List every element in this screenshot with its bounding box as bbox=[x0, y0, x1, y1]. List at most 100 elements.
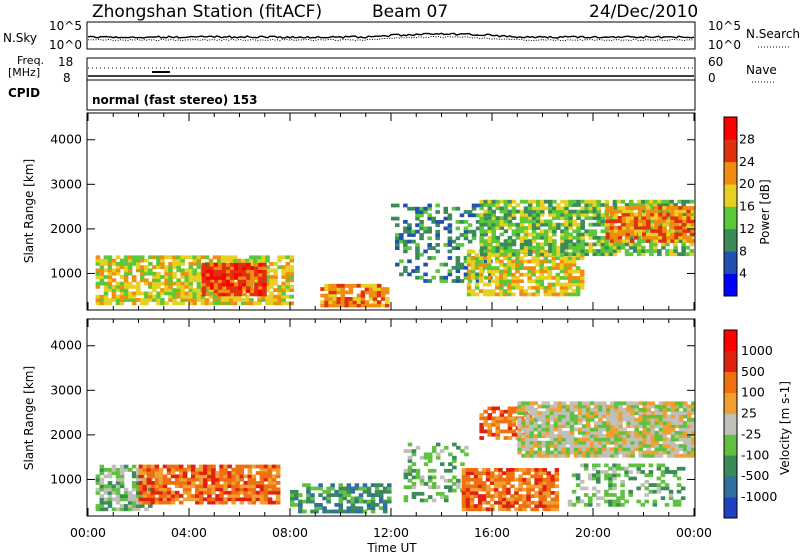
heatmap-cell bbox=[223, 487, 228, 492]
heatmap-cell bbox=[559, 292, 565, 297]
heatmap-cell bbox=[527, 279, 532, 284]
heatmap-cell bbox=[560, 222, 565, 227]
heatmap-cell bbox=[580, 219, 585, 224]
heatmap-cell bbox=[162, 484, 168, 489]
heatmap-cell bbox=[131, 275, 137, 279]
heatmap-cell bbox=[470, 292, 476, 297]
heatmap-cell bbox=[99, 281, 105, 286]
heatmap-cell bbox=[517, 401, 522, 406]
heatmap-cell bbox=[459, 279, 465, 283]
heatmap-cell bbox=[495, 436, 501, 440]
heatmap-cell bbox=[119, 474, 125, 479]
heatmap-cell bbox=[546, 471, 552, 476]
heatmap-cell bbox=[646, 219, 651, 224]
heatmap-cell bbox=[596, 473, 601, 478]
heatmap-cell bbox=[103, 474, 109, 479]
heatmap-cell bbox=[581, 401, 587, 406]
heatmap-cell bbox=[646, 404, 652, 409]
heatmap-cell bbox=[154, 490, 160, 495]
heatmap-cell bbox=[455, 269, 461, 273]
heatmap-cell bbox=[415, 269, 420, 273]
heatmap-cell bbox=[217, 276, 223, 280]
heatmap-cell bbox=[674, 437, 680, 442]
heatmap-cell bbox=[610, 437, 615, 442]
heatmap-cell bbox=[691, 401, 696, 406]
heatmap-cell bbox=[231, 474, 236, 479]
heatmap-cell bbox=[156, 278, 161, 283]
heatmap-cell bbox=[490, 471, 495, 476]
heatmap-cell bbox=[559, 256, 565, 261]
heatmap-cell bbox=[646, 427, 652, 432]
heatmap-cell bbox=[554, 468, 560, 472]
heatmap-cell bbox=[495, 426, 501, 430]
heatmap-cell bbox=[541, 401, 547, 406]
heatmap-cell bbox=[522, 468, 527, 472]
heatmap-cell bbox=[364, 290, 370, 295]
heatmap-cell bbox=[380, 287, 386, 291]
heatmap-cell bbox=[636, 466, 641, 471]
heatmap-cell bbox=[174, 474, 180, 479]
heatmap-cell bbox=[473, 487, 479, 492]
heatmap-cell bbox=[435, 491, 441, 496]
heatmap-cell bbox=[411, 449, 417, 453]
heatmap-cell bbox=[572, 209, 577, 214]
noise-left-tick-low: 10^0 bbox=[49, 38, 82, 52]
heatmap-cell bbox=[340, 300, 346, 305]
heatmap-cell bbox=[354, 486, 360, 491]
heatmap-cell bbox=[553, 453, 559, 458]
heatmap-cell bbox=[213, 276, 219, 280]
heatmap-cell bbox=[123, 507, 129, 512]
heatmap-cell bbox=[564, 209, 569, 214]
heatmap-cell bbox=[610, 427, 615, 432]
heatmap-cell bbox=[435, 233, 440, 237]
heatmap-cell bbox=[590, 401, 595, 406]
heatmap-cell bbox=[652, 489, 658, 494]
heatmap-cell bbox=[407, 233, 412, 237]
heatmap-cell bbox=[419, 252, 424, 257]
heatmap-cell bbox=[551, 292, 557, 297]
heatmap-cell bbox=[605, 209, 611, 214]
heatmap-cell bbox=[115, 285, 121, 289]
heatmap-cell bbox=[119, 288, 125, 292]
heatmap-cell bbox=[111, 262, 117, 266]
heatmap-cell bbox=[168, 288, 173, 292]
heatmap-cell bbox=[514, 500, 519, 505]
heatmap-cell bbox=[215, 471, 220, 475]
heatmap-cell bbox=[479, 229, 484, 234]
heatmap-cell bbox=[111, 258, 117, 263]
heatmap-cell bbox=[606, 447, 611, 452]
heatmap-cell bbox=[624, 252, 630, 257]
heatmap-cell bbox=[539, 269, 545, 274]
heatmap-cell bbox=[612, 499, 617, 504]
heatmap-cell bbox=[168, 268, 173, 273]
heatmap-cell bbox=[669, 249, 674, 253]
heatmap-cell bbox=[254, 292, 259, 297]
heatmap-cell bbox=[518, 477, 523, 482]
heatmap-cell bbox=[517, 407, 522, 412]
heatmap-cell bbox=[630, 411, 635, 415]
heatmap-cell bbox=[517, 450, 522, 455]
heatmap-cell bbox=[616, 249, 622, 253]
heatmap-cell bbox=[203, 477, 208, 482]
noise-right-tick-low: 10^0 bbox=[708, 38, 741, 52]
heatmap-cell bbox=[579, 272, 585, 277]
heatmap-cell bbox=[220, 298, 226, 302]
heatmap-cell bbox=[606, 434, 611, 438]
heatmap-cell bbox=[146, 500, 152, 505]
heatmap-cell bbox=[217, 262, 223, 267]
heatmap-cell bbox=[625, 232, 631, 237]
heatmap-cell bbox=[559, 289, 565, 293]
heatmap-cell bbox=[507, 279, 512, 284]
heatmap-cell bbox=[499, 252, 505, 257]
heatmap-cell bbox=[666, 212, 671, 217]
heatmap-cell bbox=[600, 212, 606, 217]
heatmap-cell bbox=[638, 434, 644, 438]
heatmap-cell bbox=[123, 491, 129, 495]
heatmap-cell bbox=[427, 243, 432, 247]
heatmap-cell bbox=[561, 434, 567, 438]
heatmap-cell bbox=[545, 427, 551, 432]
heatmap-cell bbox=[242, 269, 247, 274]
heatmap-cell bbox=[182, 481, 188, 485]
heatmap-cell bbox=[470, 259, 476, 264]
heatmap-cell bbox=[590, 407, 595, 412]
